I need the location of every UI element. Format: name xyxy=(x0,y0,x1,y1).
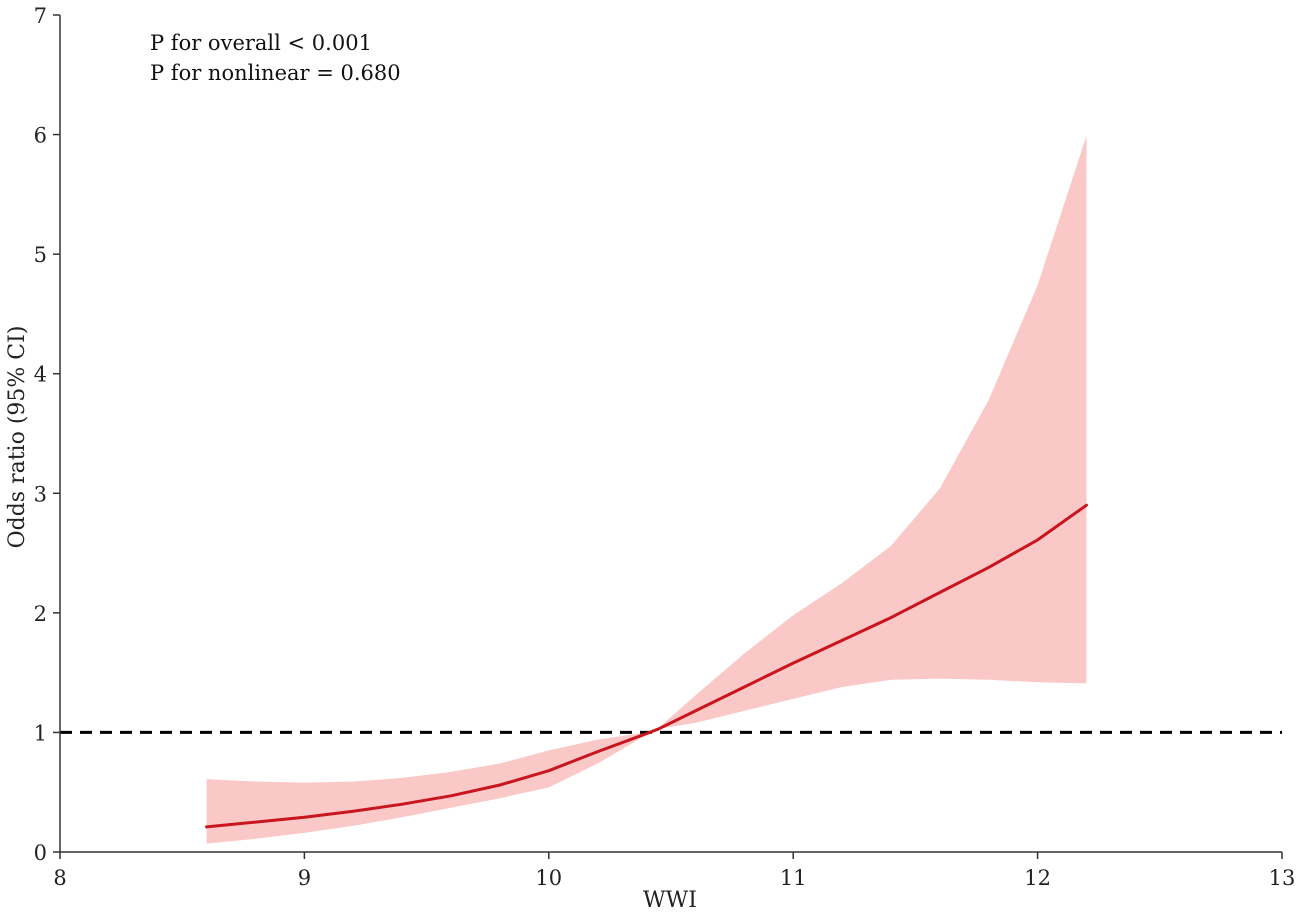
axes xyxy=(53,14,1283,859)
y-axis-title: Odds ratio (95% CI) xyxy=(5,326,30,549)
x-tick-label: 8 xyxy=(53,866,66,890)
ci-band-layer xyxy=(206,135,1087,844)
ci-band xyxy=(206,135,1087,844)
x-tick-label: 12 xyxy=(1024,866,1051,890)
x-tick-label: 11 xyxy=(780,866,807,890)
p-nonlinear-annotation: P for nonlinear = 0.680 xyxy=(150,61,401,85)
x-tick-label: 13 xyxy=(1269,866,1296,890)
p-overall-annotation: P for overall < 0.001 xyxy=(150,31,372,55)
y-tick-label: 0 xyxy=(34,841,47,865)
x-axis-title: WWI xyxy=(643,888,697,913)
x-tick-label: 10 xyxy=(535,866,562,890)
x-tick-label: 9 xyxy=(298,866,311,890)
y-tick-label: 6 xyxy=(34,124,47,148)
y-tick-label: 1 xyxy=(34,721,47,745)
y-tick-label: 2 xyxy=(34,602,47,626)
y-tick-label: 4 xyxy=(34,363,47,387)
odds-ratio-line xyxy=(205,503,1088,829)
y-tick-label: 5 xyxy=(34,243,47,267)
y-tick-label: 3 xyxy=(34,482,47,506)
y-tick-label: 7 xyxy=(34,4,47,28)
series-line-layer xyxy=(205,503,1088,829)
